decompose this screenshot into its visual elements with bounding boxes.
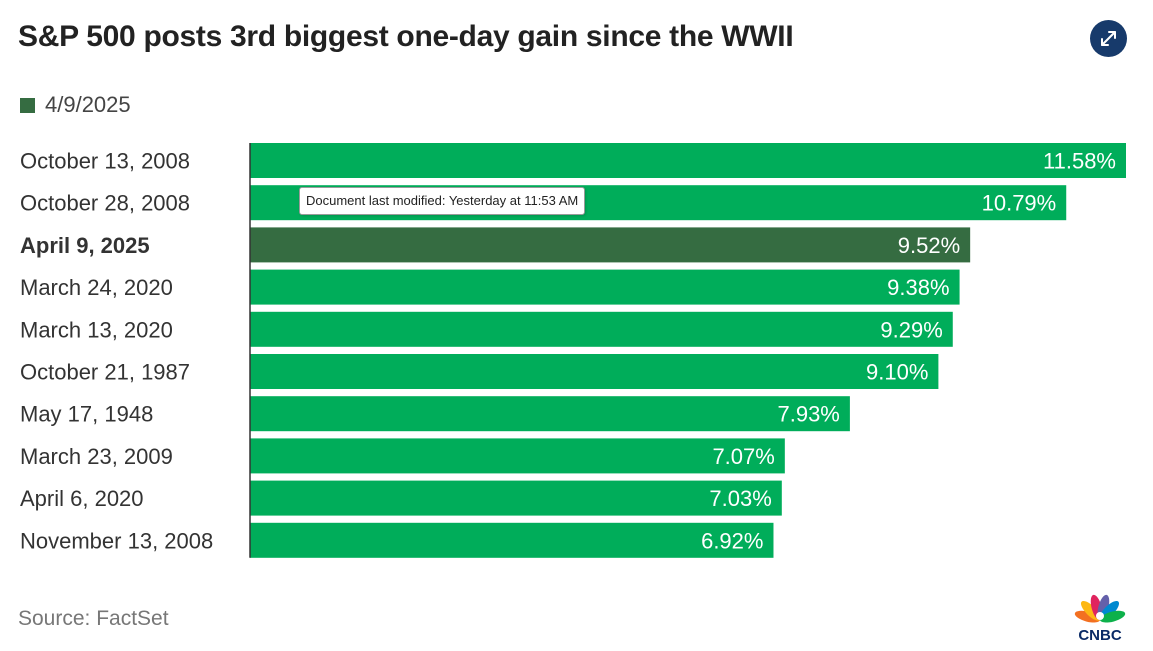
value-label: 9.52% — [898, 233, 960, 258]
legend-swatch — [20, 98, 35, 113]
category-label: April 9, 2025 — [20, 233, 150, 258]
value-label: 7.03% — [709, 486, 771, 511]
expand-button[interactable] — [1090, 20, 1127, 57]
category-label: November 13, 2008 — [20, 528, 213, 553]
value-label: 9.38% — [887, 275, 949, 300]
category-label: March 23, 2009 — [20, 444, 173, 469]
category-label: October 28, 2008 — [20, 191, 190, 216]
chart-title: S&P 500 posts 3rd biggest one-day gain s… — [18, 20, 794, 53]
category-label: March 24, 2020 — [20, 275, 173, 300]
cnbc-logo: CNBC — [1074, 594, 1126, 642]
value-label: 7.93% — [777, 402, 839, 427]
value-label: 9.29% — [880, 317, 942, 342]
bar — [250, 438, 785, 474]
bar — [250, 269, 960, 305]
bar — [250, 522, 774, 558]
value-label: 10.79% — [982, 191, 1057, 216]
bar — [250, 396, 850, 432]
category-label: March 13, 2020 — [20, 317, 173, 342]
expand-arrows-icon — [1101, 31, 1116, 46]
value-label: 7.07% — [712, 444, 774, 469]
value-label: 9.10% — [866, 360, 928, 385]
source-note: Source: FactSet — [18, 607, 169, 630]
legend-label: 4/9/2025 — [45, 92, 131, 117]
bar — [250, 480, 782, 516]
bar — [250, 311, 953, 347]
category-label: May 17, 1948 — [20, 402, 153, 427]
bar-highlight — [250, 227, 971, 263]
bar — [250, 143, 1126, 178]
value-label: 11.58% — [1043, 149, 1116, 174]
logo-text: CNBC — [1078, 627, 1121, 642]
value-label: 6.92% — [701, 528, 763, 553]
category-label: October 21, 1987 — [20, 360, 190, 385]
tooltip: Document last modified: Yesterday at 11:… — [299, 187, 586, 215]
bar — [250, 354, 939, 389]
category-label: April 6, 2020 — [20, 486, 144, 511]
category-label: October 13, 2008 — [20, 149, 190, 174]
